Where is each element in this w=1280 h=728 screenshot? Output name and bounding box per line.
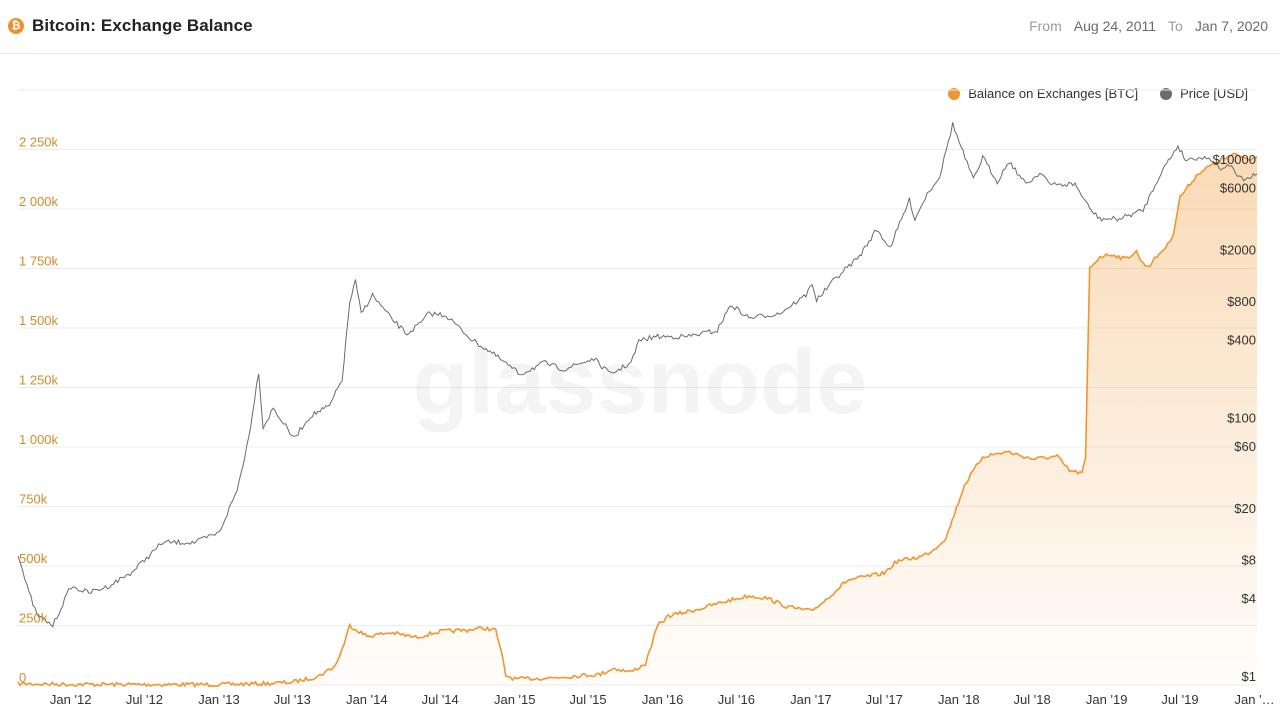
from-date[interactable]: Aug 24, 2011 — [1073, 18, 1157, 34]
x-tick-label: Jul '16 — [718, 692, 755, 707]
x-tick-label: Jan '17 — [790, 692, 832, 707]
x-tick-label: Jul '13 — [274, 692, 311, 707]
balance-area — [18, 153, 1257, 687]
x-tick-label: Jan '15 — [494, 692, 536, 707]
y-left-tick-label: 250k — [19, 611, 48, 626]
y-right-tick-label: $4 — [1242, 591, 1256, 606]
date-range: From Aug 24, 2011 To Jan 7, 2020 — [1029, 18, 1268, 34]
y-left-tick-label: 1 000k — [19, 432, 59, 447]
x-tick-label: Jul '15 — [569, 692, 606, 707]
x-tick-label: Jul '18 — [1014, 692, 1051, 707]
balance-series-line[interactable] — [17, 152, 1258, 689]
chart-header: ₿ Bitcoin: Exchange Balance From Aug 24,… — [0, 0, 1280, 54]
y-left-tick-label: 2 250k — [19, 135, 59, 150]
watermark: glassnode — [412, 331, 867, 433]
x-tick-label: Jan '19 — [1086, 692, 1128, 707]
y-right-tick-label: $100 — [1227, 411, 1256, 426]
x-tick-label: Jan '14 — [346, 692, 388, 707]
y-right-tick-label: $1 — [1242, 669, 1256, 684]
x-tick-label: Jul '12 — [126, 692, 163, 707]
y-right-tick-label: $800 — [1227, 294, 1256, 309]
y-right-tick-label: $20 — [1234, 501, 1256, 516]
from-label: From — [1029, 18, 1062, 34]
x-tick-label: Jul '17 — [866, 692, 903, 707]
y-left-tick-label: 500k — [19, 551, 48, 566]
x-tick-label: Jul '14 — [422, 692, 459, 707]
y-right-tick-label: $6000 — [1220, 181, 1256, 196]
x-tick-label: Jan '… — [1235, 692, 1275, 707]
y-left-tick-label: 1 250k — [19, 373, 59, 388]
y-left-tick-label: 1 750k — [19, 254, 59, 269]
bitcoin-icon: ₿ — [8, 18, 24, 34]
y-left-tick-label: 0 — [19, 670, 26, 685]
y-right-tick-label: $8 — [1242, 552, 1256, 567]
title-group: ₿ Bitcoin: Exchange Balance — [8, 16, 253, 36]
y-right-tick-label: $2000 — [1220, 242, 1256, 257]
x-tick-label: Jan '16 — [642, 692, 684, 707]
to-label: To — [1168, 18, 1183, 34]
y-left-tick-label: 1 500k — [19, 313, 59, 328]
to-date[interactable]: Jan 7, 2020 — [1194, 18, 1268, 34]
y-left-tick-label: 2 000k — [19, 194, 59, 209]
y-left-tick-label: 750k — [19, 492, 48, 507]
y-right-tick-label: $10000 — [1213, 152, 1256, 167]
chart-title: Bitcoin: Exchange Balance — [32, 16, 253, 35]
x-tick-label: Jan '12 — [50, 692, 92, 707]
y-right-tick-label: $60 — [1234, 439, 1256, 454]
y-right-tick-label: $400 — [1227, 333, 1256, 348]
x-tick-label: Jul '19 — [1161, 692, 1198, 707]
x-tick-label: Jan '18 — [938, 692, 980, 707]
x-tick-label: Jan '13 — [198, 692, 240, 707]
price-series-line[interactable] — [17, 122, 1258, 628]
